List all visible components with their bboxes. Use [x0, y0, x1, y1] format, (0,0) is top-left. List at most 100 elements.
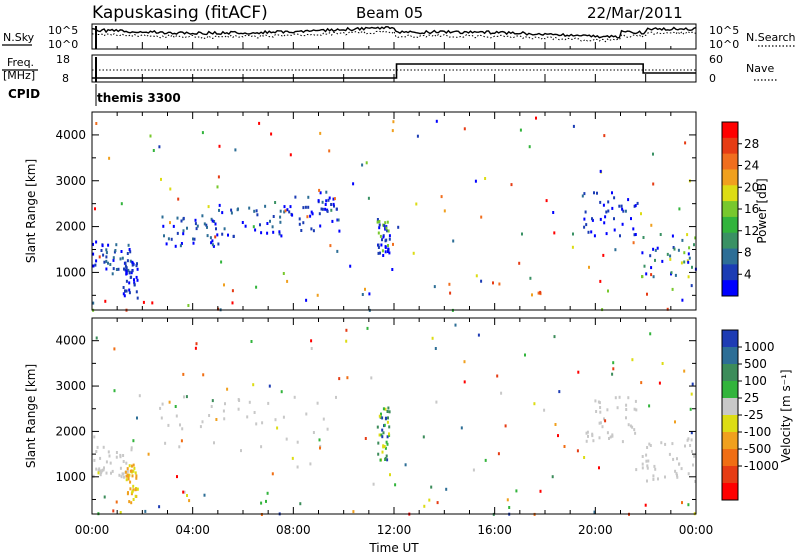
- echo-mark: [676, 457, 678, 461]
- echo-mark: [162, 224, 165, 228]
- echo-mark: [412, 251, 415, 255]
- echo-mark: [318, 188, 321, 192]
- echo-mark: [382, 407, 385, 411]
- echo-mark: [648, 442, 651, 446]
- echo-mark: [640, 381, 643, 385]
- echo-mark: [605, 232, 608, 236]
- echo-mark: [659, 233, 662, 236]
- echo-mark: [296, 440, 299, 444]
- echo-mark: [133, 278, 135, 282]
- echo-mark: [688, 256, 691, 260]
- echo-mark: [611, 372, 614, 376]
- echo-mark: [612, 367, 615, 371]
- echo-mark: [440, 195, 443, 199]
- echo-mark: [131, 474, 134, 478]
- echo-mark: [377, 243, 380, 247]
- echo-mark: [128, 473, 131, 477]
- echo-mark: [338, 377, 341, 381]
- echo-mark: [529, 276, 532, 280]
- echo-mark: [231, 301, 234, 305]
- echo-mark: [382, 444, 385, 448]
- echo-mark: [199, 425, 202, 429]
- echo-mark: [352, 510, 355, 514]
- echo-mark: [289, 205, 292, 209]
- echo-mark: [209, 236, 212, 240]
- echo-mark: [690, 431, 693, 435]
- echo-mark: [183, 490, 186, 494]
- echo-mark: [95, 467, 98, 471]
- echo-mark: [594, 399, 597, 403]
- echo-mark: [636, 201, 639, 205]
- echo-mark: [681, 238, 684, 242]
- echo-mark: [588, 265, 590, 269]
- echo-mark: [693, 454, 696, 458]
- echo-mark: [599, 410, 602, 414]
- echo-mark: [127, 477, 130, 481]
- echo-mark: [688, 246, 691, 250]
- echo-mark: [333, 204, 335, 208]
- echo-mark: [279, 220, 282, 224]
- echo-mark: [329, 244, 332, 248]
- echo-mark: [381, 249, 384, 253]
- echo-mark: [129, 250, 132, 254]
- velocity-panel: 1000 2000 3000 4000 Slant Range [km] 1000 50…: [24, 317, 793, 516]
- echo-mark: [289, 153, 292, 157]
- echo-mark: [602, 253, 605, 257]
- echo-mark: [128, 291, 131, 295]
- echo-mark: [645, 453, 648, 457]
- echo-mark: [640, 212, 642, 216]
- echo-mark: [92, 252, 95, 256]
- echo-mark: [304, 205, 307, 209]
- echo-mark: [381, 450, 384, 454]
- freq-tick-high: 18: [56, 53, 70, 66]
- echo-mark: [586, 430, 589, 434]
- nave-tick-low: 0: [709, 72, 716, 85]
- echo-mark: [126, 467, 129, 471]
- echo-mark: [581, 194, 584, 198]
- echo-mark: [125, 478, 128, 482]
- echo-mark: [128, 500, 131, 504]
- echo-mark: [252, 225, 255, 229]
- echo-mark: [381, 428, 384, 432]
- echo-mark: [131, 464, 133, 468]
- echo-mark: [176, 475, 178, 479]
- colorbar-tick-label: 24: [744, 159, 759, 173]
- echo-mark: [472, 468, 475, 472]
- echo-mark: [563, 445, 566, 448]
- freq-tick-low: 8: [62, 72, 69, 85]
- colorbar-swatch: [722, 264, 738, 281]
- y-tick-label: 4000: [55, 334, 86, 348]
- echo-mark: [657, 477, 659, 481]
- echo-mark: [627, 396, 630, 400]
- echo-mark: [349, 264, 352, 268]
- echo-mark: [629, 424, 632, 428]
- echo-mark: [125, 271, 128, 275]
- echo-mark: [134, 471, 137, 475]
- echo-mark: [112, 267, 115, 271]
- echo-mark: [282, 272, 285, 275]
- echo-mark: [300, 229, 303, 232]
- echo-mark: [258, 121, 261, 125]
- echo-mark: [124, 470, 127, 474]
- echo-mark: [186, 226, 188, 230]
- echo-mark: [372, 482, 375, 486]
- echo-mark: [680, 261, 683, 265]
- beam-label: Beam 05: [356, 4, 423, 22]
- echo-mark: [385, 454, 388, 458]
- echo-mark: [130, 501, 133, 505]
- echo-mark: [603, 134, 606, 138]
- echo-mark: [298, 217, 301, 221]
- echo-mark: [291, 456, 294, 460]
- echo-mark: [492, 281, 494, 285]
- echo-mark: [274, 201, 277, 204]
- echo-mark: [392, 242, 394, 246]
- echo-mark: [454, 323, 457, 327]
- echo-mark: [127, 243, 130, 247]
- echo-mark: [210, 241, 213, 245]
- echo-mark: [602, 203, 605, 207]
- echo-mark: [134, 488, 137, 492]
- echo-mark: [551, 475, 554, 479]
- echo-mark: [370, 376, 373, 380]
- echo-mark: [132, 439, 135, 443]
- echo-mark: [127, 268, 130, 272]
